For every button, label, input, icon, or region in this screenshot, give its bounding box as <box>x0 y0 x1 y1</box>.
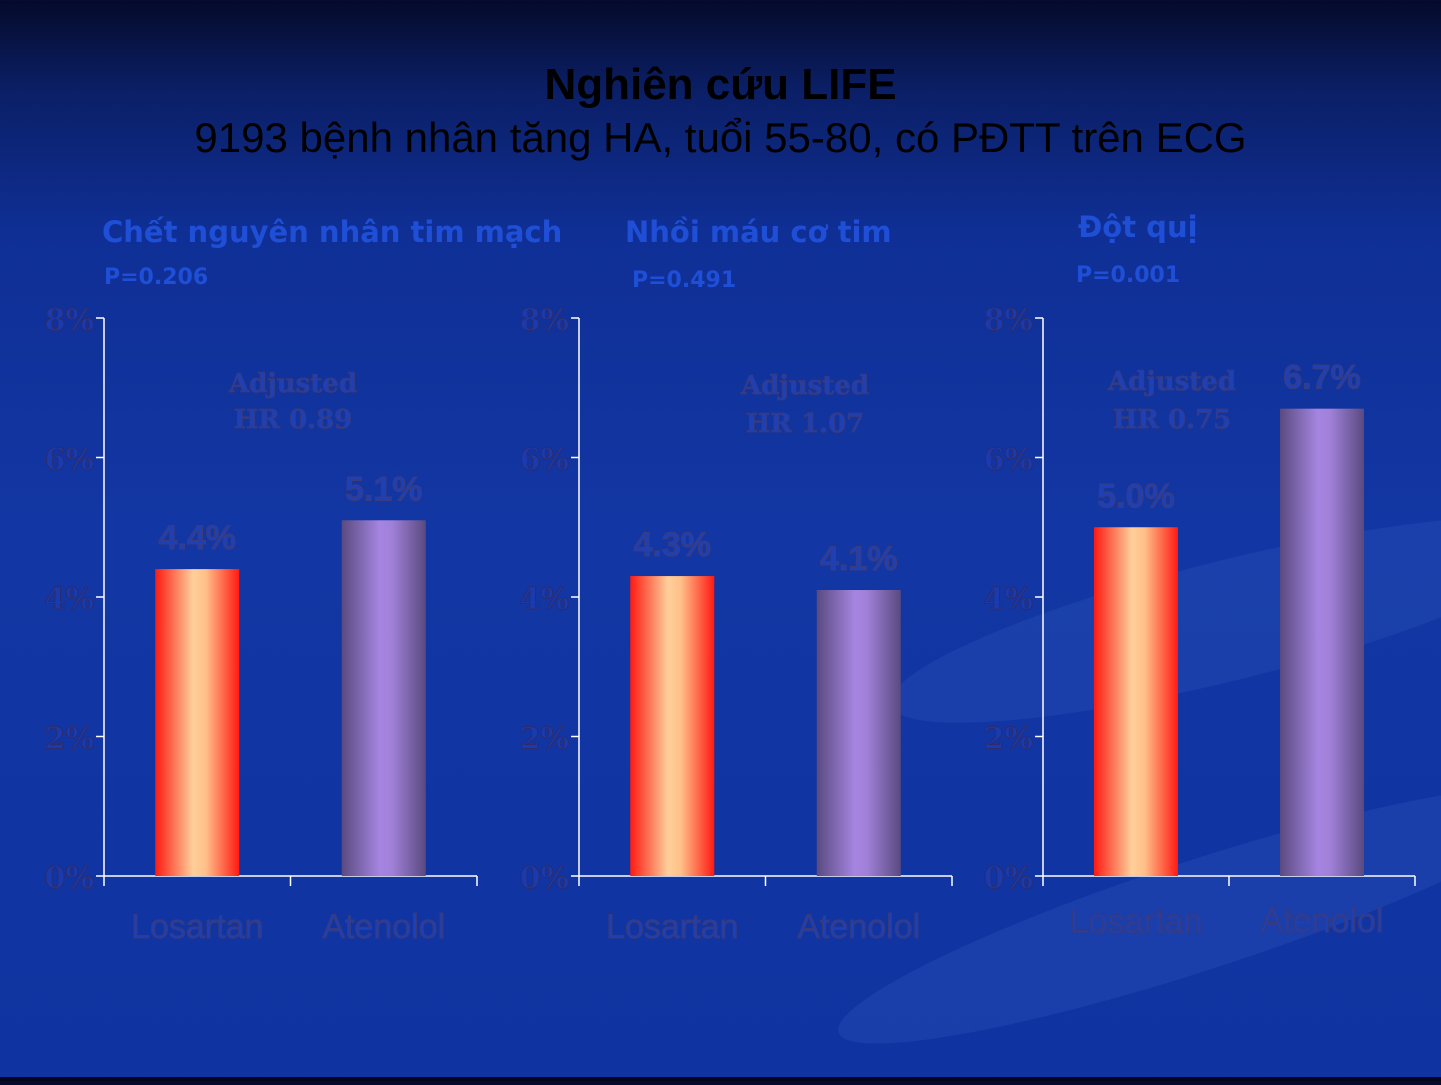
bar-value-label: 4.4% <box>159 519 237 557</box>
category-label: Losartan <box>131 908 263 946</box>
bar-losartan <box>1094 527 1178 876</box>
y-tick-label: 8% <box>520 303 569 338</box>
footer-bar <box>0 1077 1441 1081</box>
bar-atenolol <box>341 520 426 876</box>
p-value-stroke: P=0.001 <box>1076 263 1181 288</box>
category-label: Atenolol <box>797 908 920 946</box>
y-tick-label: 4% <box>520 582 569 617</box>
slide-title: Nghiên cứu LIFE 9193 bệnh nhân tăng HA, … <box>0 58 1441 164</box>
panel-title-mi: Nhồi máu cơ tim <box>625 215 892 249</box>
p-value-cv-death: P=0.206 <box>104 265 209 290</box>
y-tick-label: 4% <box>984 582 1033 617</box>
y-tick-label: 2% <box>45 722 94 757</box>
hr-annotation: HR 0.89 <box>234 405 353 435</box>
panel-title-cv-death: Chết nguyên nhân tim mạch <box>102 215 563 249</box>
y-tick-label: 2% <box>520 722 569 757</box>
title-line-1: Nghiên cứu LIFE <box>544 60 897 109</box>
category-label: Atenolol <box>1261 902 1384 940</box>
bar-value-label: 4.3% <box>634 526 712 564</box>
y-tick-label: 2% <box>984 722 1033 757</box>
y-tick-label: 0% <box>45 861 94 896</box>
hr-annotation: Adjusted <box>228 369 357 399</box>
hr-annotation: Adjusted <box>1107 367 1236 397</box>
y-tick-label: 4% <box>45 582 94 617</box>
category-label: Losartan <box>606 908 738 946</box>
title-line-2: 9193 bệnh nhân tăng HA, tuổi 55-80, có P… <box>194 114 1247 161</box>
bar-losartan <box>155 569 240 876</box>
hr-annotation: HR 0.75 <box>1113 405 1232 435</box>
y-tick-label: 8% <box>45 303 94 338</box>
hr-annotation: HR 1.07 <box>746 409 865 439</box>
y-tick-label: 0% <box>984 861 1033 896</box>
bar-value-label: 6.7% <box>1283 359 1361 397</box>
bar-atenolol <box>1280 408 1364 876</box>
bar-value-label: 5.1% <box>345 470 423 508</box>
bar-atenolol <box>816 590 901 876</box>
y-tick-label: 8% <box>984 303 1033 338</box>
hr-annotation: Adjusted <box>740 371 869 401</box>
panel-title-stroke: Đột quị <box>1078 210 1198 244</box>
category-label: Atenolol <box>322 908 445 946</box>
y-tick-label: 0% <box>520 861 569 896</box>
bar-losartan <box>630 576 715 876</box>
y-tick-label: 6% <box>45 443 94 478</box>
p-value-mi: P=0.491 <box>632 268 737 293</box>
category-label: Losartan <box>1070 903 1202 941</box>
y-tick-label: 6% <box>984 443 1033 478</box>
bar-value-label: 5.0% <box>1097 477 1175 515</box>
bar-value-label: 4.1% <box>820 540 898 578</box>
y-tick-label: 6% <box>520 443 569 478</box>
